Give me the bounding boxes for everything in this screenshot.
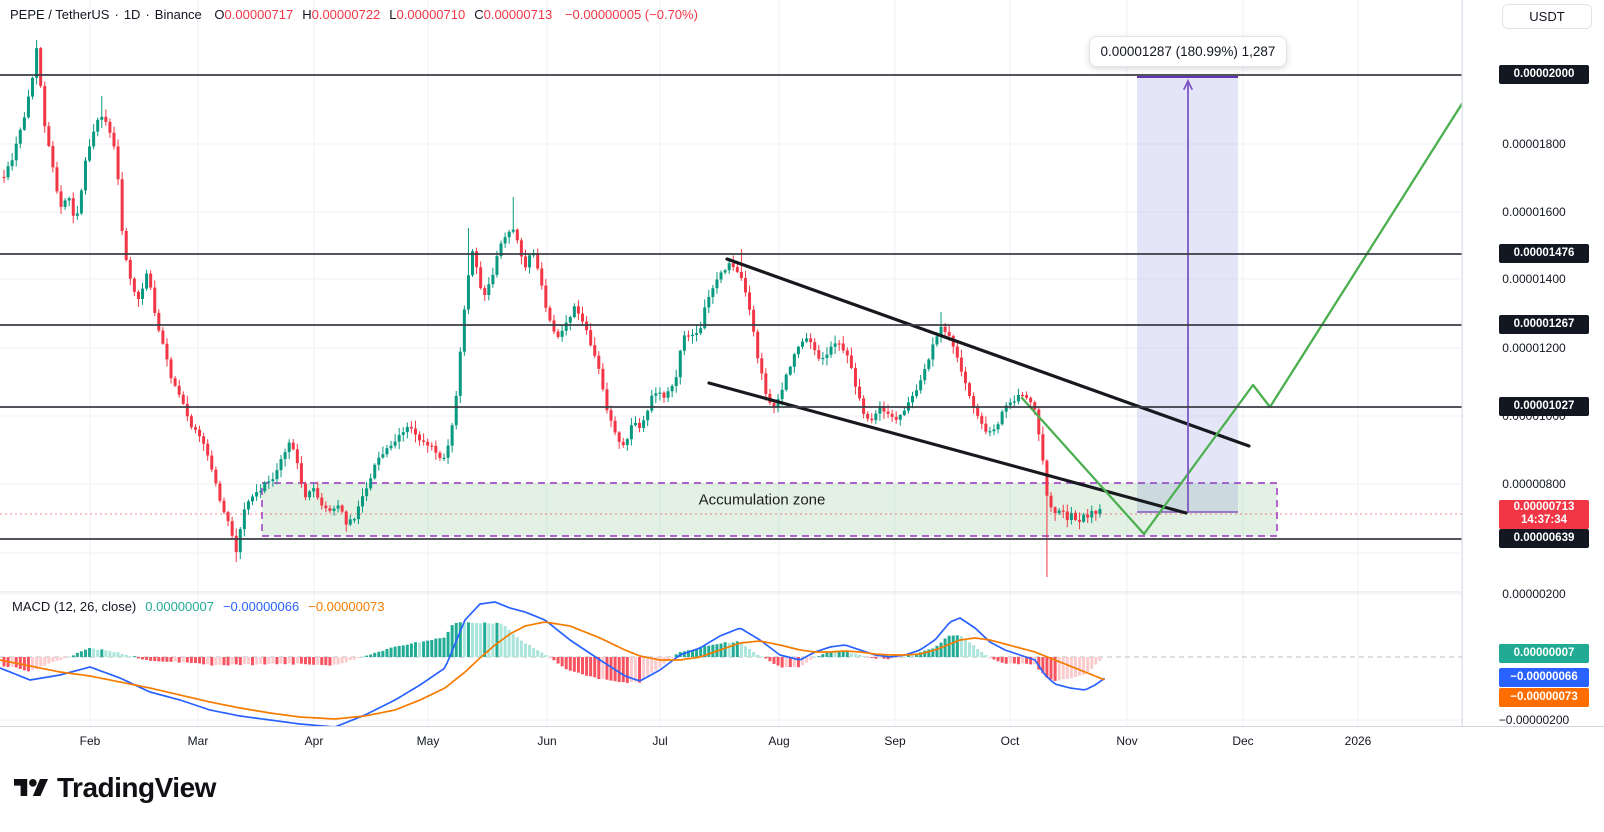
macd-value: −0.00000066	[222, 599, 300, 614]
ohlc-c: C0.00000713	[474, 7, 553, 22]
price-axis-label: 0.00001400	[1502, 272, 1566, 286]
ohlc-l: L0.00000710	[389, 7, 466, 22]
price-level-badge: −0.00000066	[1499, 668, 1589, 687]
interval-label[interactable]: 1D	[123, 7, 141, 22]
accumulation-zone-label: Accumulation zone	[698, 491, 826, 509]
price-axis-label: 0.00001600	[1502, 205, 1566, 219]
price-axis-label: −0.00000200	[1498, 713, 1570, 727]
price-level-badge: 0.00002000	[1499, 65, 1589, 84]
footer: TradingView	[0, 758, 1604, 832]
macd-value: 0.00000007	[145, 599, 214, 614]
separator: ·	[145, 7, 150, 22]
price-level-badge: 0.00000007	[1499, 644, 1589, 663]
price-axis-label: 0.00000200	[1502, 587, 1566, 601]
macd-title[interactable]: MACD (12, 26, close)	[12, 599, 137, 614]
time-axis-label: Dec	[1232, 734, 1254, 748]
tradingview-logo[interactable]: TradingView	[14, 772, 216, 804]
separator: ·	[114, 7, 119, 22]
time-axis-label: Feb	[79, 734, 101, 748]
countdown-timer: 14:37:34	[1520, 514, 1568, 526]
price-level-badge: 0.00001027	[1499, 397, 1589, 416]
macd-value: −0.00000073	[308, 599, 385, 614]
time-axis[interactable]: Feb Mar Apr May Jun Jul Aug Sep Oct Nov Dec 2026	[0, 726, 1604, 758]
time-axis-label: Oct	[1000, 734, 1020, 748]
time-axis-label: Jun	[537, 734, 557, 748]
time-axis-label: Jul	[652, 734, 668, 748]
exchange-label[interactable]: Binance	[154, 7, 202, 22]
time-axis-label: May	[416, 734, 440, 748]
time-axis-label: Apr	[304, 734, 324, 748]
ohlc-h: H0.00000722	[302, 7, 381, 22]
tradingview-logo-icon	[14, 775, 48, 802]
last-price-value: 0.00000713	[1513, 501, 1575, 513]
tradingview-wordmark: TradingView	[57, 772, 216, 803]
last-price-badge: 0.00000713 14:37:34	[1499, 500, 1589, 529]
ohlc-o: O0.00000717	[214, 7, 294, 22]
chart-window: PEPE / TetherUS · 1D · Binance O0.00000717 H0…	[0, 0, 1604, 758]
price-axis-label: 0.00001200	[1502, 341, 1566, 355]
symbol-name[interactable]: PEPE / TetherUS	[10, 7, 110, 22]
ohlc-values: O0.00000717 H0.00000722 L0.00000710 C0.0000…	[205, 7, 552, 22]
price-level-badge: 0.00001476	[1499, 244, 1589, 263]
price-axis-label: 0.00000800	[1502, 477, 1566, 491]
price-level-badge: −0.00000073	[1499, 688, 1589, 707]
time-axis-label: Mar	[187, 734, 209, 748]
price-axis[interactable]: 0.00001800 0.00001600 0.00001400 0.00001200…	[1462, 0, 1604, 727]
macd-legend: MACD (12, 26, close) 0.00000007 −0.0000006…	[12, 599, 403, 614]
time-axis-label: Sep	[884, 734, 906, 748]
time-axis-label: Nov	[1116, 734, 1138, 748]
price-chart-canvas[interactable]	[0, 0, 1604, 726]
currency-toggle-button[interactable]: USDT	[1502, 4, 1592, 29]
time-axis-label: Aug	[768, 734, 790, 748]
price-level-badge: 0.00001267	[1499, 315, 1589, 334]
price-level-badge: 0.00000639	[1499, 529, 1589, 548]
price-axis-label: 0.00001800	[1502, 137, 1566, 151]
symbol-info-bar: PEPE / TetherUS · 1D · Binance O0.00000717 H0…	[10, 7, 698, 22]
change-value: −0.00000005 (−0.70%)	[564, 7, 698, 22]
time-axis-label: 2026	[1344, 734, 1372, 748]
measure-tooltip: 0.00001287 (180.99%) 1,287	[1089, 36, 1287, 67]
